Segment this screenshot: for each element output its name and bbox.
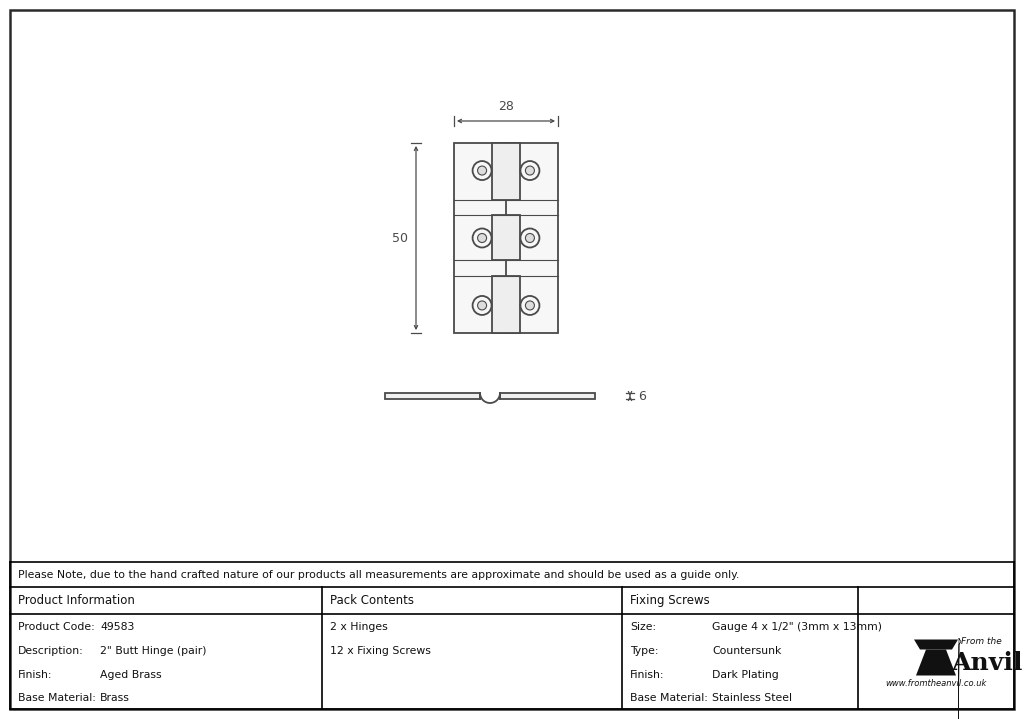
Circle shape [520, 229, 540, 247]
Text: Countersunk: Countersunk [712, 646, 781, 656]
Bar [500, 393, 595, 399]
Text: Finish:: Finish: [18, 669, 52, 679]
Text: Anvil: Anvil [951, 651, 1022, 675]
Circle shape [525, 166, 535, 175]
Text: Base Material:: Base Material: [630, 693, 708, 703]
Bar [454, 143, 558, 333]
Text: Finish:: Finish: [630, 669, 665, 679]
Circle shape [473, 161, 492, 180]
Bar [385, 393, 480, 399]
Text: 28: 28 [498, 100, 514, 113]
Text: 12 x Fixing Screws: 12 x Fixing Screws [330, 646, 431, 656]
Text: Product Code:: Product Code: [18, 622, 95, 632]
Text: Aged Brass: Aged Brass [100, 669, 162, 679]
Polygon shape [914, 639, 958, 649]
Text: From the: From the [961, 637, 1001, 646]
Text: 2" Butt Hinge (pair): 2" Butt Hinge (pair) [100, 646, 207, 656]
Circle shape [525, 301, 535, 310]
Text: Product Information: Product Information [18, 594, 135, 607]
Circle shape [473, 229, 492, 247]
Circle shape [477, 301, 486, 310]
Text: Dark Plating: Dark Plating [712, 669, 778, 679]
Text: Fixing Screws: Fixing Screws [630, 594, 710, 607]
Text: 49583: 49583 [100, 622, 134, 632]
Polygon shape [916, 649, 956, 675]
Text: Brass: Brass [100, 693, 130, 703]
Bar [492, 215, 520, 260]
Circle shape [525, 234, 535, 242]
Text: Type:: Type: [630, 646, 658, 656]
Text: Stainless Steel: Stainless Steel [712, 693, 792, 703]
Text: 50: 50 [392, 232, 408, 244]
Circle shape [473, 296, 492, 315]
Circle shape [477, 166, 486, 175]
Text: Base Material:: Base Material: [18, 693, 96, 703]
Text: Pack Contents: Pack Contents [330, 594, 414, 607]
Text: Please Note, due to the hand crafted nature of our products all measurements are: Please Note, due to the hand crafted nat… [18, 569, 739, 580]
Bar [492, 276, 520, 333]
Text: Size:: Size: [630, 622, 656, 632]
Text: www.fromtheanvil.co.uk: www.fromtheanvil.co.uk [886, 679, 987, 688]
Text: Gauge 4 x 1/2" (3mm x 13mm): Gauge 4 x 1/2" (3mm x 13mm) [712, 622, 882, 632]
Circle shape [477, 234, 486, 242]
Text: 6: 6 [638, 390, 646, 403]
Text: Description:: Description: [18, 646, 84, 656]
Circle shape [520, 161, 540, 180]
Bar [492, 143, 520, 200]
Circle shape [520, 296, 540, 315]
Text: 2 x Hinges: 2 x Hinges [330, 622, 388, 632]
